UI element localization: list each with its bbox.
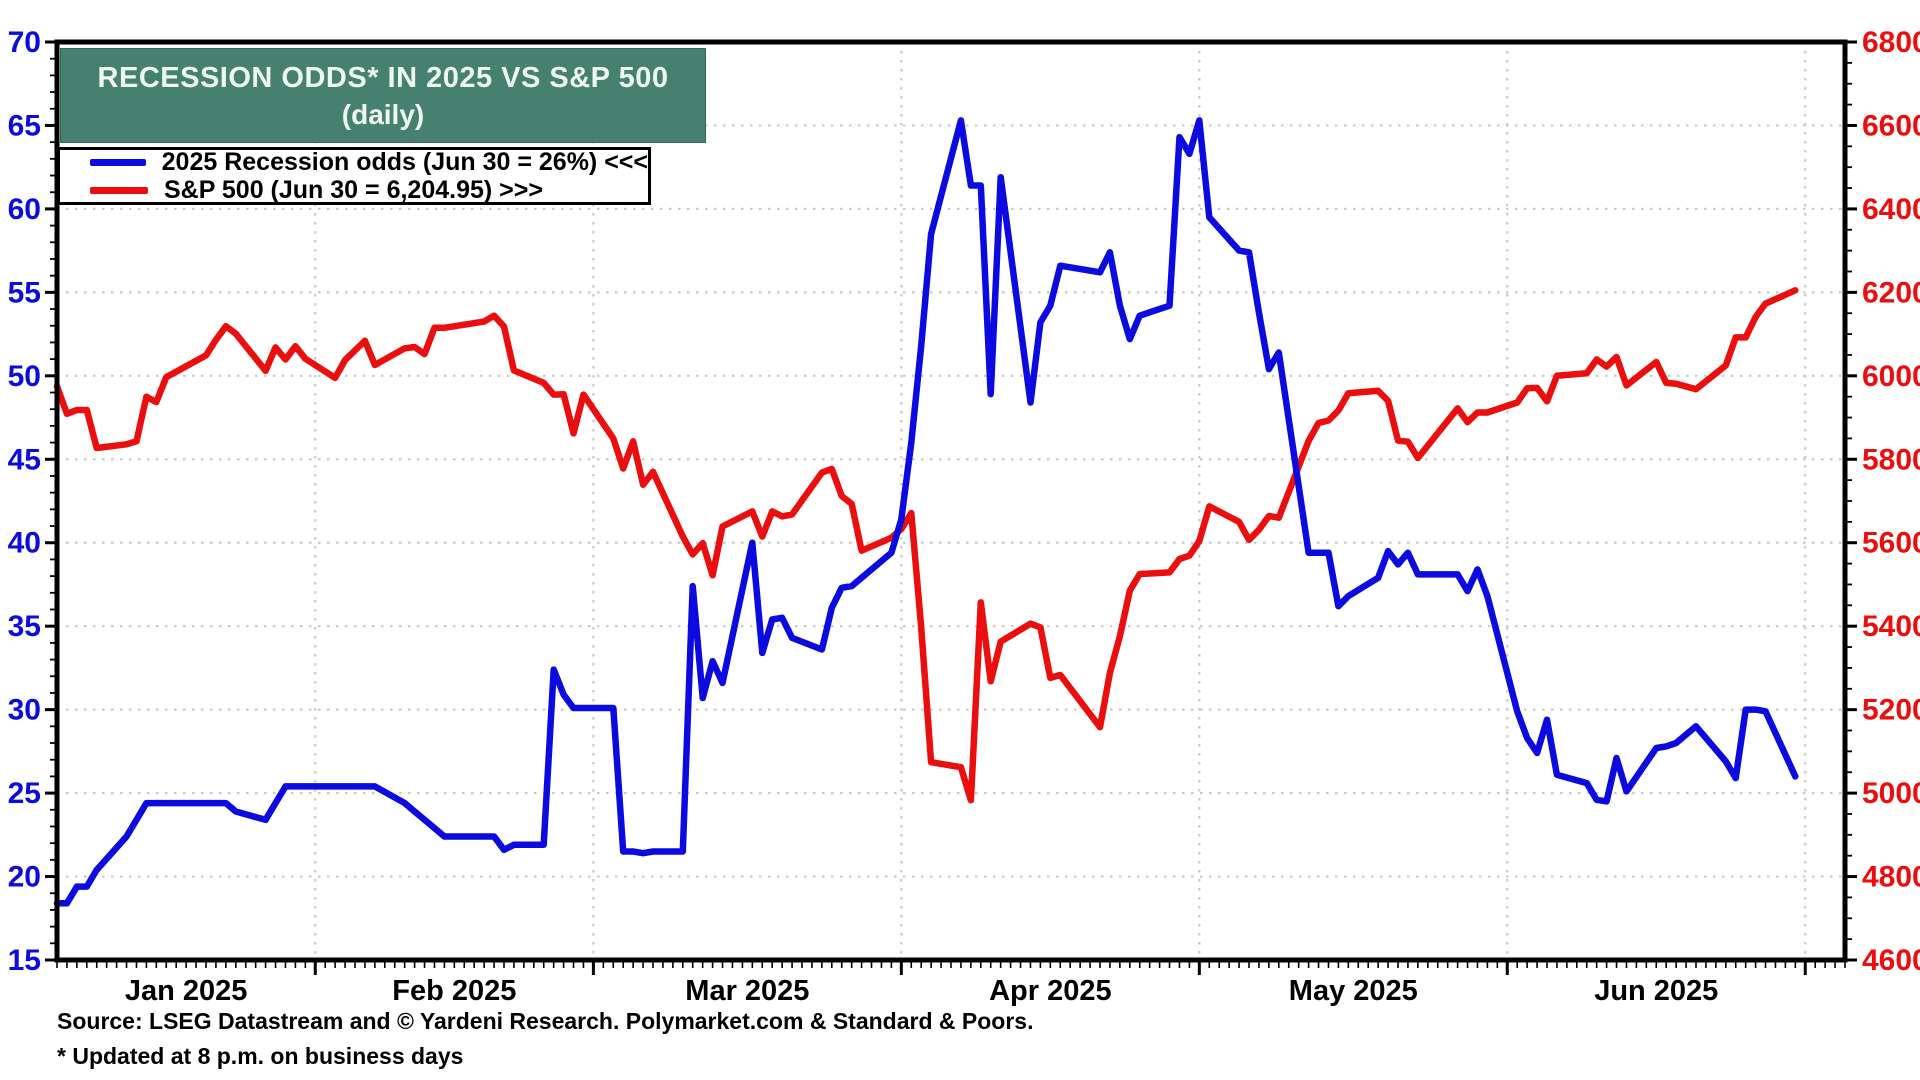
legend-line-swatch [90,158,146,166]
left-axis-label: 15 [8,944,41,977]
x-axis-month-label: Mar 2025 [685,975,809,1007]
legend-item: S&P 500 (Jun 30 = 6,204.95) >>> [90,175,648,204]
x-axis-month-label: Apr 2025 [989,975,1112,1007]
left-axis-label: 60 [8,193,41,226]
right-axis-label: 4800 [1862,861,1920,894]
left-axis-label: 40 [8,527,41,560]
left-axis-label: 50 [8,360,41,393]
left-axis-label: 55 [8,276,41,309]
sp500-line [53,287,1799,804]
chart-title-box: RECESSION ODDS* IN 2025 VS S&P 500 (dail… [60,48,706,143]
chart-legend: 2025 Recession odds (Jun 30 = 26%) <<< S&… [57,147,651,205]
recession-odds-line [53,117,1799,907]
right-axis-label: 5600 [1862,527,1920,560]
right-axis-label: 5000 [1862,777,1920,810]
x-axis-month-label: Feb 2025 [392,975,516,1007]
right-axis-label: 5400 [1862,610,1920,643]
left-axis-label: 25 [8,777,41,810]
left-axis-label: 45 [8,443,41,476]
left-axis-label: 30 [8,694,41,727]
left-axis-label: 70 [8,26,41,59]
right-axis-label: 4600 [1862,944,1920,977]
right-axis-label: 6000 [1862,360,1920,393]
right-axis-label: 5200 [1862,694,1920,727]
right-axis-label: 6800 [1862,26,1920,59]
left-axis-label: 20 [8,861,41,894]
x-axis-month-label: Jun 2025 [1594,975,1718,1007]
left-axis-label: 65 [8,109,41,142]
legend-label: S&P 500 (Jun 30 = 6,204.95) >>> [164,175,543,204]
legend-line-swatch [90,186,148,194]
left-axis-label: 35 [8,610,41,643]
source-note: Source: LSEG Datastream and © Yardeni Re… [57,1008,1034,1034]
right-axis-label: 5800 [1862,443,1920,476]
x-axis-month-label: Jan 2025 [125,975,248,1007]
footnote: * Updated at 8 p.m. on business days [57,1043,464,1069]
x-axis-month-label: May 2025 [1289,975,1418,1007]
chart-subtitle: (daily) [341,99,425,131]
right-axis-label: 6400 [1862,193,1920,226]
chart-title: RECESSION ODDS* IN 2025 VS S&P 500 [97,62,669,95]
right-axis-label: 6600 [1862,109,1920,142]
right-axis-label: 6200 [1862,276,1920,309]
legend-item: 2025 Recession odds (Jun 30 = 26%) <<< [90,147,648,176]
legend-label: 2025 Recession odds (Jun 30 = 26%) <<< [161,147,648,176]
